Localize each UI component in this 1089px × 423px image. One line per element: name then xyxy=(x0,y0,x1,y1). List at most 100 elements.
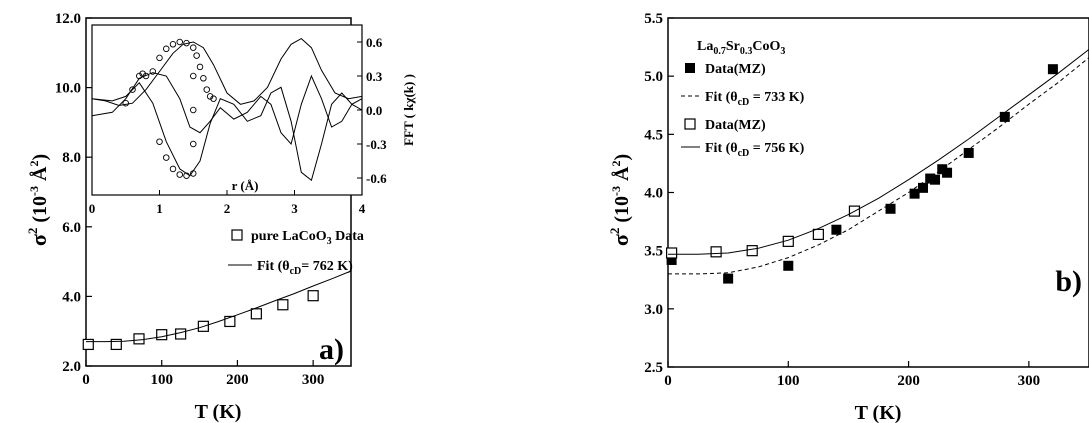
inset-data-marker xyxy=(183,172,190,179)
inset-data-marker xyxy=(122,99,129,107)
inset-x-axis-label: r (Å) xyxy=(232,178,259,193)
panel-a-ylabel-close: ) xyxy=(29,154,51,161)
inset-x-tick-label: 2 xyxy=(224,201,231,216)
panel-a-y-tick-label: 8.0 xyxy=(62,150,81,166)
legend-name-sub: cD xyxy=(290,266,302,277)
inset-data-marker xyxy=(176,171,183,178)
panel-a-data-point xyxy=(82,338,94,351)
panel-b-x-tick-label: 100 xyxy=(777,373,800,389)
inset-x-tick-label: 0 xyxy=(89,201,96,216)
panel-b-y-tick-label: 5.5 xyxy=(644,11,663,27)
panel-b-x-axis-label: T (K) xyxy=(855,402,902,423)
panel-a-data-point xyxy=(156,329,168,341)
panel-a-ylabel-exp: -3 xyxy=(27,186,41,196)
inset-data-marker xyxy=(142,72,150,80)
inset-data-marker xyxy=(156,54,163,62)
title-sub-3: 3 xyxy=(780,46,785,57)
inset-data-marker xyxy=(176,38,183,46)
inset-marks xyxy=(91,37,363,182)
inset-data-marker xyxy=(203,86,210,93)
inset-data-marker xyxy=(162,45,170,53)
panel-a-y-tick-label: 6.0 xyxy=(62,220,81,236)
panel-a-data-point xyxy=(250,308,262,320)
panel-a-data-point xyxy=(110,338,122,351)
legend-marker-open-square xyxy=(684,118,696,130)
panel-a-y-tick-label: 4.0 xyxy=(62,289,81,305)
inset-data-marker xyxy=(189,140,197,148)
legend-name-main: pure LaCoO xyxy=(251,229,327,244)
panel-b-x-tick-label: 200 xyxy=(897,373,920,389)
legend-label-fit-solid: Fit (θcD = 756 K) xyxy=(705,141,805,159)
title-sub-1: 0.7 xyxy=(713,46,726,57)
inset-data-marker xyxy=(149,68,156,75)
inset-x-tick-label: 1 xyxy=(156,201,163,216)
panel-b-ylabel-close: ) xyxy=(611,154,633,161)
inset-ticks: 0 1 2 3 4-0.6 -0.3 0.0 0.3 0.6 xyxy=(89,35,387,216)
panel-a-inset: 0 1 2 3 4-0.6 -0.3 0.0 0.3 0.6 r (Å) FFT ( kχ(k)… xyxy=(89,24,416,216)
inset-data-marker xyxy=(210,95,217,102)
panel-b-ylabel-unit: Å xyxy=(610,166,633,186)
panel-b-data-point xyxy=(831,224,842,235)
panel-b-ylabel-rest: (10 xyxy=(611,196,633,223)
panel-a-fit-line-1 xyxy=(86,270,352,343)
inset-y-tick-label: -0.6 xyxy=(366,171,387,186)
inset-data-marker xyxy=(169,165,177,173)
inset-data-marker xyxy=(206,93,214,100)
legend-name-tail: Data xyxy=(332,229,364,244)
panel-a-x-tick-label: 200 xyxy=(226,372,249,388)
panel-a-x-tick-label: 0 xyxy=(82,372,90,388)
panel-b-ylabel-unit-sup: 2 xyxy=(609,161,623,167)
panel-a-marks xyxy=(82,270,352,351)
inset-data-marker xyxy=(169,41,177,48)
inset-data-marker xyxy=(193,52,200,59)
panel-a-ylabel-rest: (10 xyxy=(29,196,51,223)
inset-y-tick-label: 0.0 xyxy=(366,103,382,118)
legend-name-main: Fit (θ xyxy=(257,259,290,274)
inset-y-axis-label: FFT ( kχ(k) ) xyxy=(401,74,416,146)
panel-b-y-tick-label: 4.5 xyxy=(644,127,663,143)
panel-b-data-point xyxy=(783,260,794,271)
legend-name-tail: = 762 K) xyxy=(301,259,353,274)
inset-data-marker xyxy=(183,39,190,47)
legend-name-tail: = 733 K) xyxy=(749,90,804,105)
panel-b-data-point xyxy=(812,228,824,240)
panel-a-data-point xyxy=(133,333,145,345)
panel-b-data-point xyxy=(918,182,929,193)
panel-b-data-point xyxy=(666,247,678,259)
panel-b-y-axis-label: σ2(10-3 Å2) xyxy=(607,154,633,246)
panel-b-ylabel-sup: 2 xyxy=(607,228,622,235)
panel-a-y-tick-label: 12.0 xyxy=(55,11,81,27)
inset-data-marker xyxy=(135,72,143,80)
legend-label-fit-dashed: Fit (θcD = 733 K) xyxy=(705,90,805,108)
panel-b-marks xyxy=(666,49,1089,284)
panel-b-y-tick-label: 2.5 xyxy=(644,360,663,376)
inset-data-marker xyxy=(139,70,146,77)
panel-a-x-tick-label: 300 xyxy=(302,372,325,388)
inset-data-marker xyxy=(129,86,136,93)
inset-data-marker xyxy=(200,75,207,82)
inset-x-tick-label: 3 xyxy=(291,201,298,216)
legend-name-tail: = 756 K) xyxy=(749,141,804,156)
legend-name-sub: cD xyxy=(738,148,750,159)
panel-a-x-axis-label: T (K) xyxy=(195,401,242,423)
panel-b-data-point xyxy=(723,273,734,284)
legend-name-sub: cD xyxy=(738,97,750,108)
legend-marker-open-square xyxy=(231,229,243,241)
panel-b-ticks: 0 100 200 300 2.5 3.0 3.5 4.0 4.5 5.0 5.5 xyxy=(644,11,1040,389)
inset-frame xyxy=(91,24,363,196)
panel-b-data-point xyxy=(909,188,920,199)
inset-data-marker xyxy=(189,170,197,177)
legend-label-data-filled: Data(MZ) xyxy=(705,62,766,77)
panel-b-data-point xyxy=(710,246,722,258)
panel-b-x-tick-label: 300 xyxy=(1018,373,1041,389)
legend-name-main: Fit (θ xyxy=(705,141,738,156)
legend-marker-filled-square xyxy=(685,63,695,73)
panel-b-legend: Data(MZ) Fit (θcD = 733 K) Data(MZ) Fit … xyxy=(681,62,805,159)
panel-b-ylabel-base: σ xyxy=(608,234,633,246)
panel-a-legend: pure LaCoO3 Data Fit (θcD= 762 K) xyxy=(228,229,364,277)
panel-b-data-point xyxy=(666,254,677,265)
panel-b-data-point xyxy=(746,245,758,257)
title-part-3: CoO xyxy=(752,39,780,54)
